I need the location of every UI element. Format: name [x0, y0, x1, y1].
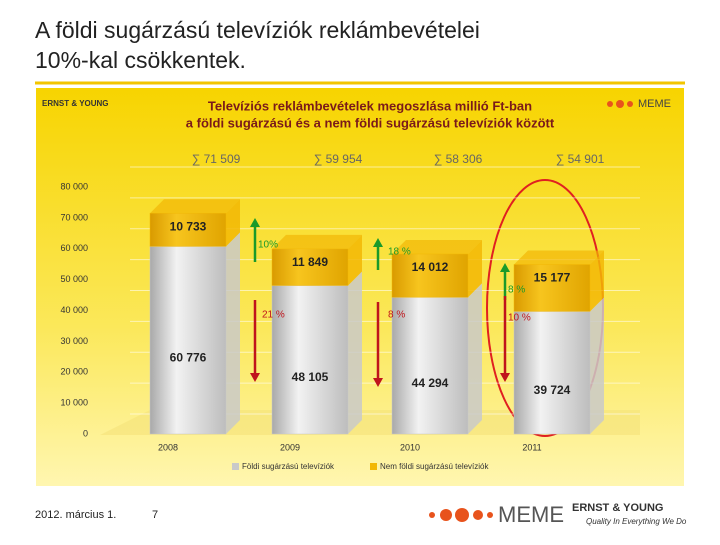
increase-arrowhead	[373, 238, 383, 247]
x-tick-label: 2011	[522, 442, 541, 452]
legend-label: Nem földi sugárzású televíziók	[380, 462, 489, 471]
value-label: 39 724	[534, 383, 571, 397]
total-label: ∑ 71 509	[192, 152, 241, 166]
increase-label: 18 %	[388, 247, 411, 258]
bar-top	[150, 199, 240, 214]
value-label: 44 294	[412, 376, 449, 390]
slide-title: A földi sugárzású televíziók reklámbevét…	[35, 17, 480, 43]
logo-dot	[627, 101, 633, 107]
x-tick-label: 2008	[158, 442, 178, 452]
logo-dot	[455, 508, 469, 522]
chart-title: Televíziós reklámbevételek megoszlása mi…	[208, 98, 532, 113]
decrease-label: 10 %	[508, 313, 531, 324]
logo-meme-small: MEME	[638, 98, 671, 110]
bar-top	[272, 234, 362, 249]
decrease-arrowhead	[373, 378, 383, 387]
y-tick-label: 50 000	[60, 274, 88, 284]
logo-dot	[473, 510, 483, 520]
logo-ey: ERNST & YOUNG	[572, 502, 663, 514]
logo-meme: MEME	[498, 502, 564, 527]
bar-segment	[513, 264, 591, 312]
bar-side	[590, 297, 604, 434]
decrease-arrowhead	[250, 373, 260, 382]
bar-side	[590, 250, 604, 312]
decrease-label: 21 %	[262, 310, 285, 321]
bar-side	[226, 232, 240, 434]
bar-segment	[271, 285, 349, 435]
bar-top	[392, 239, 482, 254]
y-tick-label: 60 000	[60, 243, 88, 253]
y-tick-label: 70 000	[60, 212, 88, 222]
value-label: 60 776	[170, 350, 207, 364]
bar-top	[514, 250, 604, 265]
bar-side	[468, 239, 482, 298]
bar-segment	[149, 212, 227, 247]
logo-dot	[429, 512, 435, 518]
decrease-arrowhead	[500, 373, 510, 382]
footer-date: 2012. március 1.	[35, 509, 116, 521]
x-tick-label: 2009	[280, 442, 300, 452]
increase-label: 10%	[258, 240, 278, 251]
bar-side	[348, 234, 362, 286]
legend-swatch	[370, 463, 377, 470]
logo-ey-tagline: Quality In Everything We Do	[586, 517, 687, 526]
y-tick-label: 40 000	[60, 305, 88, 315]
y-tick-label: 0	[83, 428, 88, 438]
legend-swatch	[232, 463, 239, 470]
bar-segment	[513, 311, 591, 435]
logo-dot	[616, 100, 624, 108]
value-label: 10 733	[170, 219, 207, 233]
value-label: 14 012	[412, 260, 449, 274]
bar-segment	[391, 296, 469, 435]
chart-title: a földi sugárzású és a nem földi sugárzá…	[186, 115, 555, 130]
total-label: ∑ 59 954	[314, 152, 363, 166]
plot: 0 10 000 20 000 30 000 40 000 50 000 60 000 70 …	[60, 152, 640, 471]
bar-side	[468, 283, 482, 434]
logo-dot	[487, 512, 493, 518]
logo-ey-small: ERNST & YOUNG	[42, 99, 109, 108]
x-tick-label: 2010	[400, 442, 420, 452]
bar-side	[348, 271, 362, 434]
page-number: 7	[152, 509, 158, 521]
total-label: ∑ 58 306	[434, 152, 483, 166]
value-label: 11 849	[292, 255, 328, 269]
total-label: ∑ 54 901	[556, 152, 605, 166]
value-label: 48 105	[292, 370, 329, 384]
increase-arrowhead	[250, 218, 260, 227]
increase-arrowhead	[500, 263, 510, 272]
logo-dot	[440, 509, 452, 521]
bar-segment	[271, 248, 349, 286]
y-tick-label: 30 000	[60, 336, 88, 346]
decrease-label: 8 %	[388, 310, 405, 321]
bar-segment	[149, 246, 227, 435]
logo-dot	[607, 101, 613, 107]
slide-title: 10%-kal csökkentek.	[35, 47, 246, 73]
value-label: 15 177	[534, 271, 571, 285]
increase-label: 8 %	[508, 285, 525, 296]
y-tick-label: 80 000	[60, 181, 88, 191]
bar-side	[226, 199, 240, 247]
legend-label: Földi sugárzású televíziók	[242, 462, 335, 471]
y-tick-label: 10 000	[60, 398, 88, 408]
y-tick-label: 20 000	[60, 367, 88, 377]
